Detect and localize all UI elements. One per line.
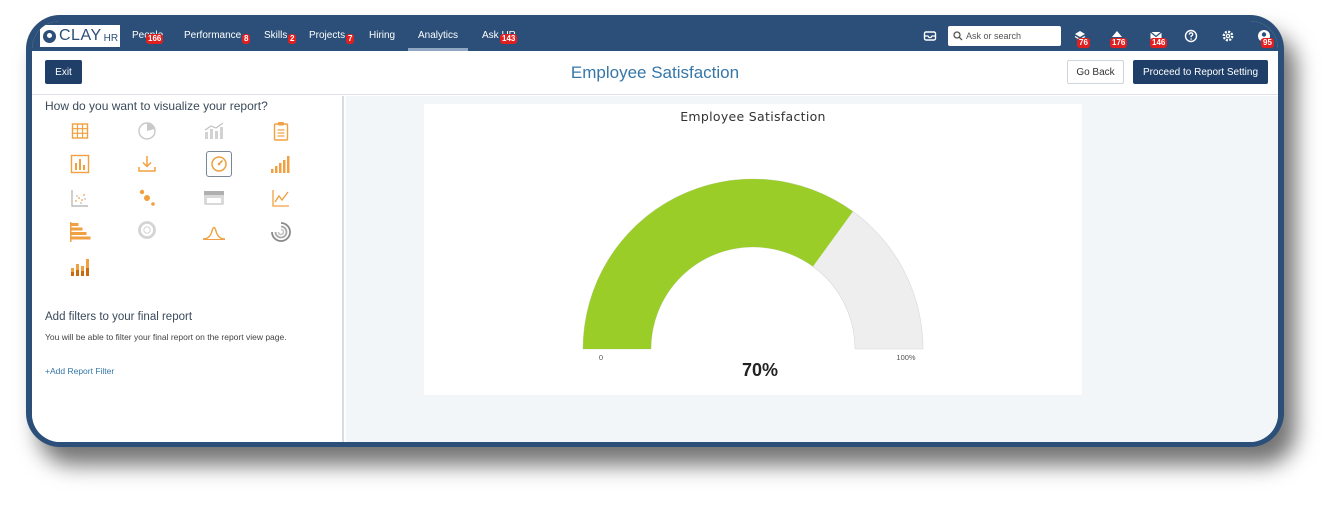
nav-item-performance[interactable]: Performance [184, 21, 241, 51]
gauge-max-label: 100% [896, 353, 916, 362]
tasks-badge: 76 [1077, 38, 1090, 48]
download-icon[interactable] [134, 151, 160, 177]
exit-button[interactable]: Exit [45, 60, 82, 84]
add-report-filter-link[interactable]: +Add Report Filter [45, 366, 115, 376]
bell-curve-icon[interactable] [201, 219, 227, 245]
inbox-icon[interactable] [923, 29, 937, 43]
nav-item-label: Hiring [369, 30, 396, 41]
nav-item-projects[interactable]: Projects [309, 21, 345, 51]
logo-mark-icon [43, 29, 56, 43]
summary-report-icon[interactable] [268, 118, 294, 144]
line-chart-icon[interactable] [268, 185, 294, 211]
nav-badge-performance: 8 [242, 34, 251, 44]
nav-badge-skills: 2 [288, 34, 297, 44]
filters-title: Add filters to your final report [45, 311, 193, 323]
app-frame: CLAY HR People 166 Performance 8 Skills … [26, 15, 1284, 447]
mail-icon[interactable] [1149, 29, 1163, 43]
nav-item-label: Projects [309, 30, 346, 41]
help-icon[interactable] [1184, 29, 1198, 43]
donut-chart-icon[interactable] [134, 217, 160, 243]
combo-chart-icon[interactable] [201, 118, 227, 144]
app-screen: CLAY HR People 166 Performance 8 Skills … [32, 21, 1278, 442]
nav-item-label: Analytics [418, 30, 459, 41]
logo-name: CLAY [59, 27, 102, 44]
page-title: Employee Satisfaction [570, 63, 740, 82]
go-back-button[interactable]: Go Back [1067, 60, 1124, 84]
nav-item-skills[interactable]: Skills [264, 21, 287, 51]
brand-logo[interactable]: CLAY HR [40, 25, 120, 47]
step-bar-icon[interactable] [268, 151, 294, 177]
announcements-icon[interactable] [1110, 29, 1124, 43]
bubble-chart-icon[interactable] [134, 185, 160, 211]
radial-bar-icon[interactable] [268, 219, 294, 245]
card-icon[interactable] [201, 185, 227, 211]
top-nav: CLAY HR People 166 Performance 8 Skills … [32, 21, 1278, 51]
report-header: Exit Employee Satisfaction Go Back Proce… [32, 51, 1278, 95]
nav-item-ask-hr[interactable]: Ask HR [482, 21, 516, 51]
report-preview-area: Employee Satisfaction 0 100% 70% [346, 96, 1278, 442]
filters-description: You will be able to filter your final re… [45, 332, 287, 342]
nav-item-analytics[interactable]: Analytics [408, 21, 469, 51]
pie-chart-icon[interactable] [134, 118, 160, 144]
stacked-bar-icon[interactable] [67, 254, 93, 280]
chart-title: Employee Satisfaction [680, 109, 826, 124]
search-box[interactable]: Ask or search [948, 26, 1061, 46]
nav-item-label: Skills [264, 30, 288, 41]
gauge-fill [583, 179, 853, 349]
chart-card: Employee Satisfaction 0 100% 70% [424, 104, 1082, 395]
gauge-min-label: 0 [599, 353, 603, 362]
nav-badge-people: 166 [146, 34, 164, 44]
nav-item-hiring[interactable]: Hiring [369, 21, 395, 51]
nav-item-label: Performance [184, 30, 242, 41]
nav-badge-projects: 7 [346, 34, 355, 44]
table-icon[interactable] [67, 118, 93, 144]
logo-suffix: HR [103, 32, 119, 44]
gauge-icon[interactable] [206, 151, 232, 177]
announcements-badge: 176 [1110, 38, 1128, 48]
gauge-chart: 0 100% 70% [582, 178, 924, 380]
mail-badge: 146 [1150, 38, 1168, 48]
settings-icon[interactable] [1221, 29, 1235, 43]
search-placeholder: Ask or search [966, 31, 1022, 41]
scatter-plot-icon[interactable] [67, 185, 93, 211]
nav-badge-ask-hr: 143 [500, 34, 518, 44]
bar-chart-icon[interactable] [67, 151, 93, 177]
search-icon [953, 31, 963, 41]
visualization-question: How do you want to visualize your report… [45, 99, 268, 113]
proceed-button[interactable]: Proceed to Report Setting [1133, 60, 1268, 84]
gauge-value-label: 70% [742, 360, 778, 380]
nav-item-label: Ask HR [482, 30, 516, 41]
visualization-panel: How do you want to visualize your report… [32, 96, 344, 442]
profile-badge: 95 [1261, 38, 1274, 48]
horizontal-bar-icon[interactable] [67, 219, 93, 245]
